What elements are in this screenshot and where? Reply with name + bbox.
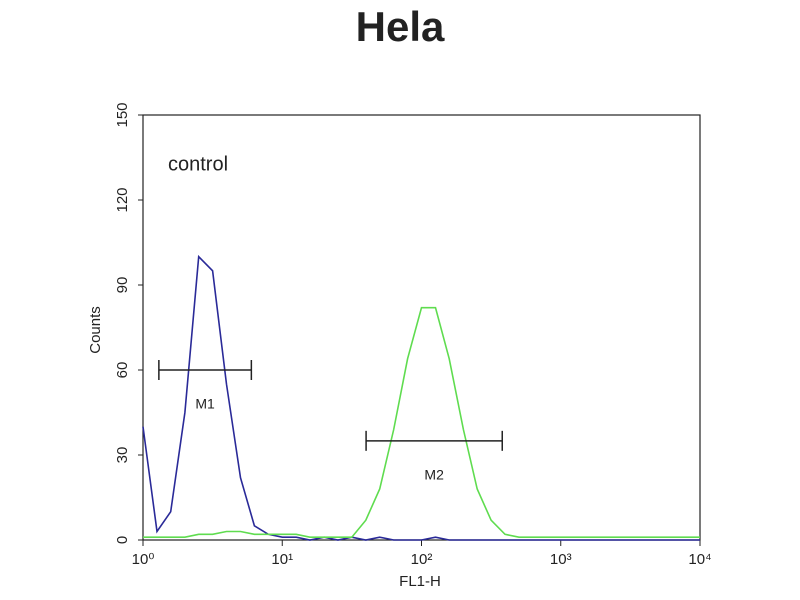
series-line [143, 306, 700, 538]
y-tick-label: 120 [114, 187, 131, 212]
x-axis-title: FL1-H [399, 573, 441, 590]
x-tick-label: 10³ [550, 551, 572, 568]
y-tick-label: 150 [114, 102, 131, 127]
series-label: control [168, 153, 228, 175]
series-line [142, 254, 700, 541]
y-tick-label: 60 [114, 362, 131, 379]
x-tick-label: 10⁰ [132, 551, 155, 568]
chart-title: Hela [356, 3, 445, 50]
y-axis-title: Counts [87, 306, 104, 354]
x-tick-label: 10¹ [271, 551, 293, 568]
y-tick-label: 0 [114, 536, 131, 544]
y-tick-label: 90 [114, 277, 131, 294]
marker-label: M1 [195, 396, 215, 412]
x-tick-label: 10⁴ [688, 551, 711, 568]
marker-label: M2 [424, 467, 444, 483]
plot-frame [142, 114, 701, 541]
y-tick-label: 30 [114, 447, 131, 464]
x-tick-label: 10² [411, 551, 433, 568]
